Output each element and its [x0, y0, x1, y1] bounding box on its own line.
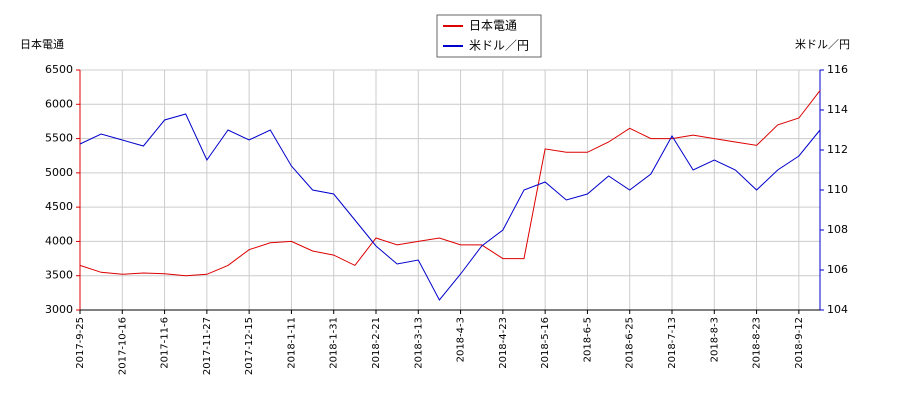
x-tick-label: 2017-9-25	[75, 317, 86, 369]
x-tick-label: 2017-12-15	[244, 317, 255, 375]
y-tick-label: 6000	[45, 97, 73, 110]
x-tick-label: 2018-4-3	[456, 317, 467, 362]
x-tick-label: 2018-6-25	[625, 317, 636, 369]
legend-label: 米ドル／円	[469, 39, 529, 53]
x-tick-label: 2017-11-27	[202, 317, 213, 375]
y2-tick-label: 112	[827, 143, 848, 156]
x-tick-label: 2018-1-11	[286, 317, 297, 369]
y-tick-label: 5000	[45, 166, 73, 179]
y2-tick-label: 106	[827, 263, 848, 276]
y-axis-label: 日本電通	[20, 37, 64, 51]
x-tick-label: 2018-3-13	[413, 317, 424, 369]
y-tick-label: 3500	[45, 269, 73, 282]
x-tick-label: 2018-8-3	[709, 317, 720, 362]
y-tick-label: 6500	[45, 63, 73, 76]
x-tick-label: 2018-1-31	[329, 317, 340, 369]
y2-tick-label: 104	[827, 303, 848, 316]
x-tick-label: 2018-9-12	[794, 317, 805, 369]
series-line	[79, 113, 821, 301]
y-tick-label: 4500	[45, 200, 73, 213]
y2-tick-label: 110	[827, 183, 848, 196]
x-tick-label: 2018-8-23	[752, 317, 763, 369]
x-tick-label: 2018-2-21	[371, 317, 382, 369]
x-tick-label: 2018-5-16	[540, 317, 551, 369]
plot-area	[79, 69, 821, 311]
x-tick-label: 2017-11-6	[160, 317, 171, 369]
y2-axis-label: 米ドル／円	[795, 38, 850, 51]
y2-tick-label: 116	[827, 63, 848, 76]
x-tick-label: 2017-10-16	[117, 317, 128, 375]
series-line	[79, 90, 821, 277]
legend-box	[436, 14, 542, 58]
legend-label: 日本電通	[469, 19, 517, 33]
y-tick-label: 4000	[45, 234, 73, 247]
y-tick-label: 3000	[45, 303, 73, 316]
y2-tick-label: 108	[827, 223, 848, 236]
y2-tick-label: 114	[827, 103, 848, 116]
x-tick-label: 2018-4-23	[498, 317, 509, 369]
x-tick-label: 2018-6-5	[582, 317, 593, 362]
y-tick-label: 5500	[45, 132, 73, 145]
x-tick-label: 2018-7-13	[667, 317, 678, 369]
